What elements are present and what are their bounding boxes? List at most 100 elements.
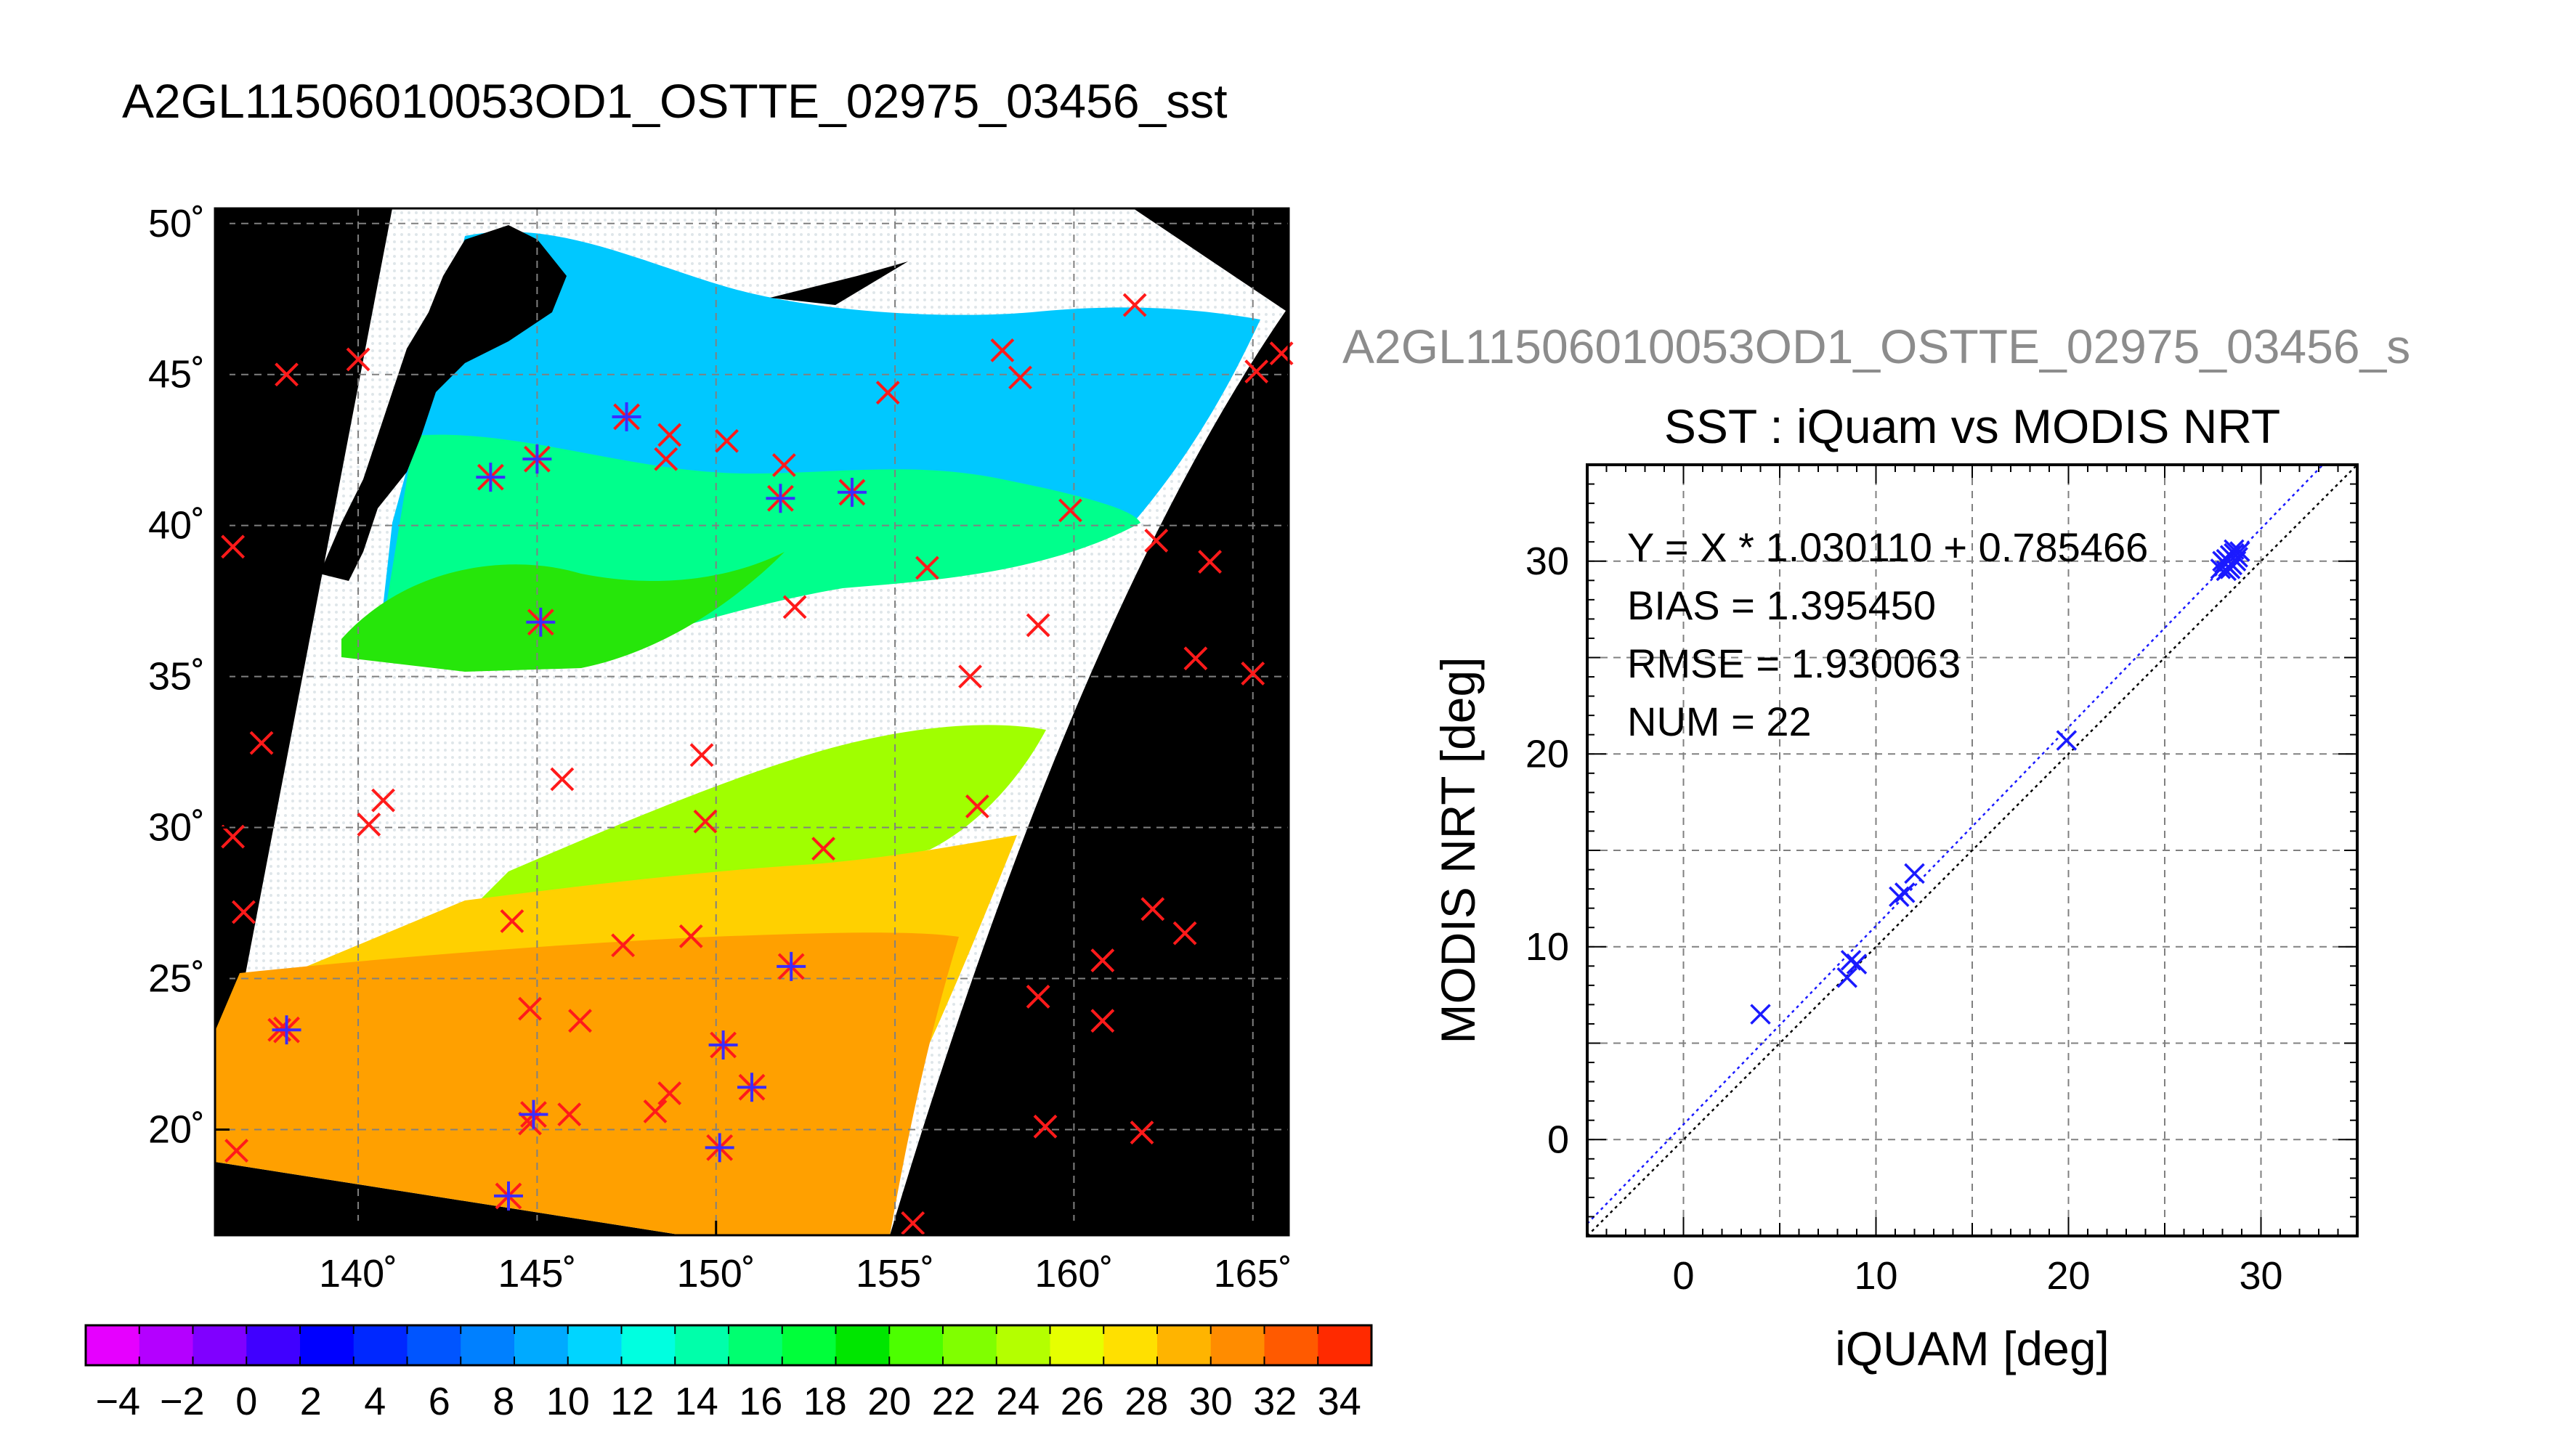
colorbar-segment — [675, 1325, 729, 1365]
map-frame — [214, 207, 1290, 1237]
colorbar-tick-label: 16 — [739, 1380, 782, 1423]
map-y-axis: 20˚ 25˚ 30˚ 35˚ 40˚ 45˚ 50˚ — [148, 202, 230, 1151]
colorbar-tick-label: 26 — [1061, 1380, 1104, 1423]
matchup-marker — [705, 1133, 734, 1163]
colorbar-tick-label: 12 — [610, 1380, 654, 1423]
sst-colorbar: −4 −2 0 2 4 6 8 10 12 14 16 18 20 22 24 26 28 30 32 34 — [84, 1324, 1373, 1423]
scatter-x-tick-label: 30 — [2239, 1254, 2282, 1298]
scatter-y-axis-label: MODIS NRT [deg] — [1431, 656, 1485, 1044]
buoy-marker — [643, 1099, 668, 1123]
map-y-tick-label: 20˚ — [148, 1107, 205, 1151]
matchup-marker — [519, 1099, 548, 1129]
scatter-point — [2210, 558, 2232, 579]
buoy-marker — [611, 933, 636, 958]
colorbar-segment — [996, 1325, 1051, 1365]
band-deepgreen — [341, 552, 785, 672]
scatter-stat-line: BIAS = 1.395450 — [1627, 582, 1936, 628]
buoy-marker — [1130, 1121, 1154, 1145]
matchup-marker — [766, 484, 795, 513]
buoy-marker — [1008, 365, 1032, 390]
colorbar-segment — [514, 1325, 569, 1365]
buoy-marker — [901, 1211, 925, 1235]
scatter-point — [1889, 886, 1910, 907]
scatter-point — [2227, 547, 2248, 568]
colorbar-segment — [567, 1325, 623, 1365]
matchup-marker — [272, 1015, 301, 1045]
scatter-stat-line: RMSE = 1.930063 — [1627, 640, 1961, 686]
colorbar-tick-label: 34 — [1318, 1380, 1361, 1423]
one-to-one-line — [1586, 464, 2358, 1237]
colorbar-tick-label: 8 — [493, 1380, 514, 1423]
map-x-tick-label: 140˚ — [319, 1252, 397, 1296]
colorbar-tick-label: −2 — [160, 1380, 205, 1423]
scatter-x-axis-label: iQUAM [deg] — [1835, 1322, 2110, 1375]
scatter-y-tick-label: 0 — [1547, 1118, 1569, 1161]
buoy-marker — [224, 1139, 248, 1163]
map-y-tick-label: 30˚ — [148, 806, 205, 850]
map-x-tick-label: 165˚ — [1214, 1252, 1292, 1296]
scatter-stat-line: Y = X * 1.030110 + 0.785466 — [1627, 524, 2148, 570]
colorbar-tick-label: 30 — [1189, 1380, 1233, 1423]
map-y-tick-label: 40˚ — [148, 504, 205, 548]
scatter-point — [2229, 541, 2250, 562]
colorbar-segment — [1103, 1325, 1158, 1365]
buoy-marker — [221, 824, 246, 849]
colorbar-segment — [943, 1325, 997, 1365]
scatter-y-tick-label: 10 — [1525, 925, 1569, 969]
buoy-marker — [1198, 550, 1223, 574]
buoy-marker — [568, 1009, 592, 1033]
map-x-axis: 140˚ 145˚ 150˚ 155˚ 160˚ 165˚ — [319, 1221, 1292, 1296]
map-y-tick-label: 25˚ — [148, 957, 205, 1001]
colorbar-tick-label: 24 — [996, 1380, 1040, 1423]
colorbar-segment — [1210, 1325, 1265, 1365]
buoy-marker — [231, 900, 256, 924]
buoy-marker — [1172, 921, 1197, 945]
colorbar-segment — [621, 1325, 676, 1365]
scatter-point — [2219, 558, 2241, 579]
matchup-marker — [612, 402, 641, 431]
matchup-marker — [526, 607, 556, 637]
colorbar-segment — [300, 1325, 354, 1365]
buoy-marker — [958, 664, 982, 689]
map-x-tick-label: 145˚ — [498, 1252, 576, 1296]
matchup-marker — [837, 477, 867, 507]
colorbar-tick-label: 10 — [546, 1380, 590, 1423]
buoy-marker — [550, 767, 575, 792]
buoy-marker — [689, 743, 714, 768]
colorbar-tick-label: 22 — [932, 1380, 976, 1423]
buoy-marker — [1241, 662, 1265, 686]
buoy-marker — [990, 338, 1015, 362]
figure-title: A2GL11506010053OD1_OSTTE_02975_03456_sst — [122, 74, 1228, 128]
scatter-x-tick-label: 20 — [2046, 1254, 2090, 1298]
buoy-marker — [1140, 897, 1165, 922]
buoy-marker — [771, 453, 796, 477]
matchup-marker — [476, 463, 506, 492]
map-y-tick-label: 50˚ — [148, 202, 205, 245]
scatter-point — [1750, 1004, 1771, 1025]
land-kurils — [770, 261, 908, 305]
scatter-y-tick-label: 30 — [1525, 540, 1569, 583]
buoy-marker — [657, 423, 682, 447]
scatter-stat-line: NUM = 22 — [1627, 699, 1812, 744]
colorbar-tick-label: 28 — [1124, 1380, 1168, 1423]
buoy-marker — [1026, 985, 1050, 1009]
scatter-point — [1840, 950, 1862, 971]
scatter-x-tick-label: 0 — [1672, 1254, 1694, 1298]
map-y-tick-label: 35˚ — [148, 655, 205, 699]
colorbar-segment — [835, 1325, 890, 1365]
buoy-marker — [965, 794, 989, 818]
map-y-tick-label: 45˚ — [148, 353, 205, 396]
buoy-marker — [346, 347, 370, 372]
colorbar-tick-label: 14 — [675, 1380, 718, 1423]
buoy-marker — [500, 909, 524, 933]
map-x-tick-label: 160˚ — [1034, 1252, 1113, 1296]
scatter-point — [1836, 967, 1857, 988]
buoy-marker — [1090, 1009, 1115, 1033]
buoy-marker — [657, 1081, 682, 1105]
buoy-marker — [221, 534, 246, 559]
colorbar-segment — [1264, 1325, 1318, 1365]
scatter-point — [1904, 863, 1925, 884]
sst-map: 140˚ 145˚ 150˚ 155˚ 160˚ 165˚ 20˚ 25˚ 30˚ 35˚ 40˚… — [148, 202, 1294, 1296]
scatter-point — [2056, 730, 2078, 751]
colorbar-segment — [246, 1325, 301, 1365]
